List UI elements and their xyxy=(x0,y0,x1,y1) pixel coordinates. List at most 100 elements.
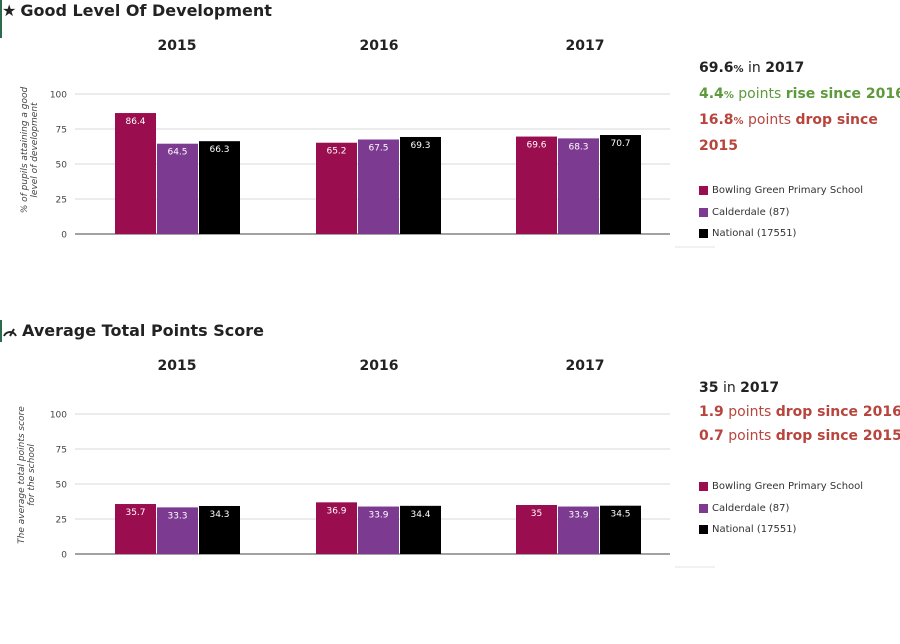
bar-value-label: 34.5 xyxy=(610,510,630,520)
summary-text: points xyxy=(738,86,782,102)
summary-value: 4.4 xyxy=(699,86,724,102)
bar xyxy=(358,506,399,554)
bar xyxy=(600,135,641,234)
gauge-icon xyxy=(2,321,18,340)
y-tick-label: 50 xyxy=(56,161,68,171)
legend-swatch xyxy=(699,482,708,492)
legend-label: National (17551) xyxy=(712,524,797,536)
divider-line xyxy=(675,566,715,568)
y-tick-label: 50 xyxy=(56,481,68,491)
year-heading-2016: 2016 xyxy=(359,38,399,54)
legend-item: Bowling Green Primary School xyxy=(699,476,863,498)
bar xyxy=(558,138,599,234)
bar xyxy=(400,136,441,234)
legend-swatch xyxy=(699,229,708,239)
summary-unit: % xyxy=(733,116,744,127)
summary-text: points xyxy=(728,428,772,444)
summary-line-2015: 0.7 points drop since 2015 xyxy=(699,424,900,448)
legend-label: National (17551) xyxy=(712,228,797,240)
section-accent-line xyxy=(0,320,2,342)
bar xyxy=(358,139,399,234)
summary-change: drop since 2016 xyxy=(775,404,900,420)
bar-value-label: 65.2 xyxy=(326,147,346,157)
bar-value-label: 69.6 xyxy=(526,141,546,151)
legend-item: Calderdale (87) xyxy=(699,202,863,224)
y-tick-label: 75 xyxy=(56,126,67,136)
legend-item: Bowling Green Primary School xyxy=(699,180,863,202)
y-tick-label: 100 xyxy=(50,91,67,101)
bar-value-label: 35.7 xyxy=(125,508,145,518)
year-heading-2017: 2017 xyxy=(565,358,605,374)
y-tick-label: 0 xyxy=(61,551,67,561)
year-heading-2015: 2015 xyxy=(157,358,197,374)
legend-item: National (17551) xyxy=(699,519,863,541)
y-tick-label: 25 xyxy=(56,516,67,526)
bar xyxy=(157,143,198,234)
y-tick-label: 100 xyxy=(50,411,67,421)
bar xyxy=(199,505,240,554)
bar xyxy=(516,505,557,554)
summary-panel: 35 in 2017 1.9 points drop since 2016 0.… xyxy=(699,376,900,448)
summary-line-2015: 16.8% points drop since 2015 xyxy=(699,108,889,158)
bar-value-label: 64.5 xyxy=(167,148,187,158)
summary-line-current: 35 in 2017 xyxy=(699,376,900,400)
y-tick-label: 0 xyxy=(61,231,67,241)
legend-label: Bowling Green Primary School xyxy=(712,481,864,493)
bar-value-label: 86.4 xyxy=(125,117,145,127)
bar xyxy=(400,505,441,554)
bar-value-label: 66.3 xyxy=(209,145,229,155)
chart-legend: Bowling Green Primary School Calderdale … xyxy=(699,476,863,541)
bar-value-label: 69.3 xyxy=(410,141,430,151)
summary-value: 1.9 xyxy=(699,404,724,420)
legend-item: Calderdale (87) xyxy=(699,498,863,520)
bar-value-label: 67.5 xyxy=(368,144,388,154)
bar-value-label: 34.3 xyxy=(209,510,229,520)
summary-value: 0.7 xyxy=(699,428,724,444)
summary-unit: % xyxy=(723,90,734,101)
bar xyxy=(115,504,156,554)
points-bar-chart: 0 25 50 75 100 35.7 33.3 34.3 36.9 33.9 34.4 35 33.9… xyxy=(50,411,670,561)
summary-panel: 69.6% in 2017 4.4% points rise since 201… xyxy=(699,56,900,158)
bar xyxy=(199,141,240,234)
summary-text: in xyxy=(722,380,736,396)
year-heading-2016: 2016 xyxy=(359,358,399,374)
bar xyxy=(516,136,557,234)
summary-change: drop since 2015 xyxy=(775,428,900,444)
legend-swatch xyxy=(699,503,708,513)
star-icon: ★ xyxy=(2,1,17,20)
bar-value-label: 70.7 xyxy=(610,139,630,149)
bar-value-label: 35 xyxy=(531,509,542,519)
y-tick-label: 75 xyxy=(56,446,67,456)
summary-text: in xyxy=(748,60,761,76)
y-tick-label: 25 xyxy=(56,196,67,206)
legend-label: Calderdale (87) xyxy=(712,502,790,514)
legend-item: National (17551) xyxy=(699,223,863,245)
summary-change: drop since 2015 xyxy=(699,112,878,154)
summary-text: points xyxy=(748,112,792,128)
bar xyxy=(316,502,357,554)
legend-swatch xyxy=(699,525,708,535)
bar-value-label: 33.9 xyxy=(568,511,588,521)
summary-value: 69.6 xyxy=(699,60,734,76)
bar-value-label: 33.3 xyxy=(167,511,187,521)
legend-swatch xyxy=(699,207,708,217)
section-title-text: Average Total Points Score xyxy=(22,321,265,340)
section-title: Average Total Points Score xyxy=(2,321,264,340)
summary-line-2016: 1.9 points drop since 2016 xyxy=(699,400,900,424)
summary-value: 16.8 xyxy=(699,112,734,128)
gld-bar-chart: 0 25 50 75 100 86.4 64.5 66.3 65.2 67.5 69.3 69.6 68… xyxy=(50,91,670,241)
bar-value-label: 34.4 xyxy=(410,510,430,520)
section-title: ★ Good Level Of Development xyxy=(2,1,272,20)
summary-year: 2017 xyxy=(740,380,780,396)
legend-label: Calderdale (87) xyxy=(712,206,790,218)
bar-value-label: 33.9 xyxy=(368,511,388,521)
summary-line-current: 69.6% in 2017 xyxy=(699,56,900,82)
bar xyxy=(558,506,599,554)
bar-value-label: 36.9 xyxy=(326,506,346,516)
chart-legend: Bowling Green Primary School Calderdale … xyxy=(699,180,863,245)
year-heading-2015: 2015 xyxy=(157,38,197,54)
divider-line xyxy=(675,246,715,248)
bar xyxy=(316,142,357,234)
summary-year: 2017 xyxy=(765,60,805,76)
section-title-text: Good Level Of Development xyxy=(20,1,272,20)
